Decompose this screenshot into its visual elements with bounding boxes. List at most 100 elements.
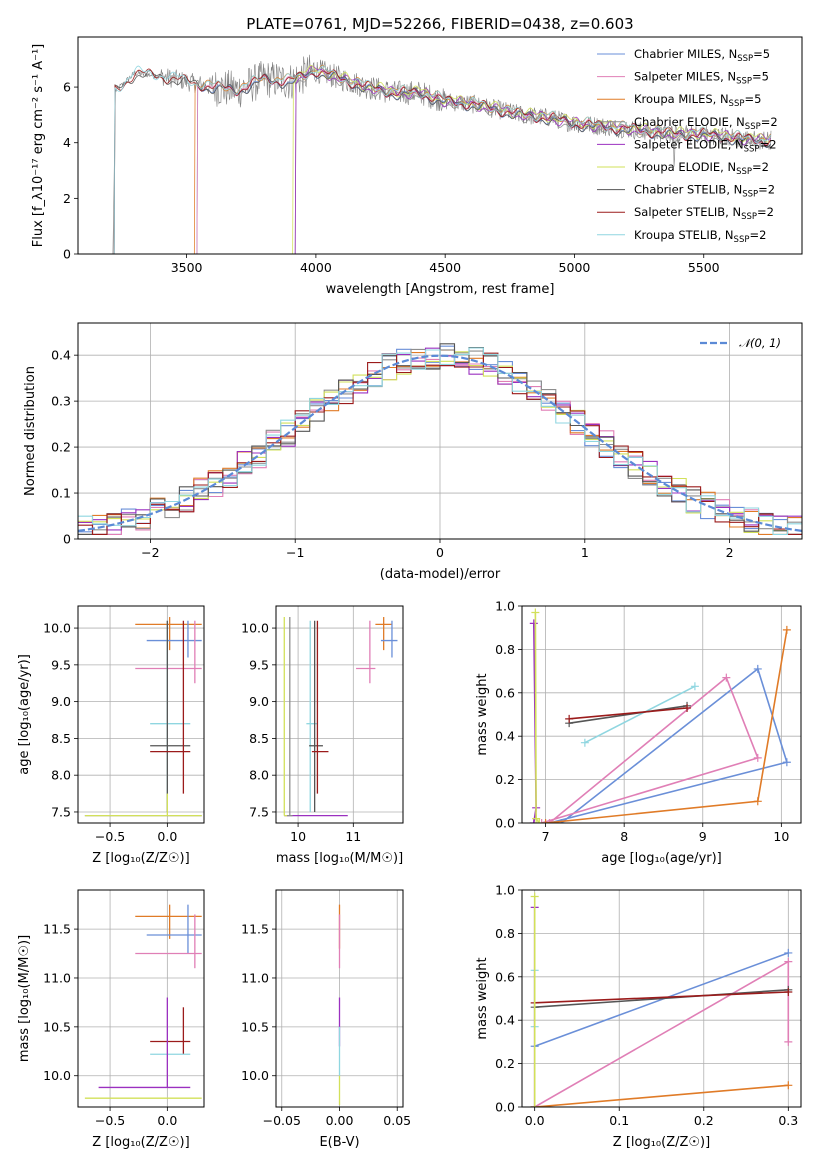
y-tick-label: 0.1	[51, 486, 71, 501]
weight-marker	[529, 819, 538, 823]
x-tick-label: 0	[436, 545, 444, 560]
spectrum-frame	[77, 36, 803, 255]
legend-entry: Chabrier MILES, NSSP=5	[634, 47, 770, 64]
weight-marker	[722, 673, 731, 682]
x-tick-label: 0.05	[383, 1113, 411, 1128]
weight-line-salpeter_miles	[541, 676, 759, 823]
legend-entry: Kroupa STELIB, NSSP=2	[634, 228, 766, 245]
y-tick-label: 9.5	[51, 657, 71, 672]
mass_vs_z-axes: −0.5 0.0 10.0 10.5 11.0 11.5 Z [log₁₀(Z/Z☉)] ma…	[17, 890, 204, 1150]
legend-entry: Salpeter ELODIE, NSSP=2	[634, 137, 777, 154]
y-axis-label: Normed distribution	[23, 366, 38, 496]
x-tick-label: 11	[345, 829, 361, 844]
y-tick-label: 0.2	[51, 440, 71, 455]
mass_vs_z-frame	[77, 889, 205, 1108]
y-tick-label: 1.0	[495, 599, 515, 614]
figure-title: PLATE=0761, MJD=52266, FIBERID=0438, z=0…	[246, 15, 633, 33]
point-chabrier_stelib	[309, 620, 323, 812]
weight-line-chabrier_miles	[534, 952, 789, 1047]
mass_vs_z-plot	[84, 904, 202, 1099]
point-salpeter_miles	[135, 620, 202, 684]
weight-marker	[782, 758, 791, 767]
y-tick-label: 0.2	[495, 772, 515, 787]
y-tick-label: 11.0	[241, 970, 269, 985]
x-tick-label: 7	[542, 829, 550, 844]
weight_vs_z-plot	[530, 892, 793, 1107]
x-tick-label: 0.0	[157, 829, 177, 844]
x-axis-label: wavelength [Angstrom, rest frame]	[326, 282, 555, 297]
model-spectrum-chabrier_stelib	[78, 69, 771, 254]
point-chabrier_miles	[146, 904, 202, 954]
x-axis-label: Z [log₁₀(Z/Z☉)]	[613, 1135, 710, 1150]
weight_vs_age-plot	[529, 608, 791, 823]
x-tick-label: 0.0	[157, 1113, 177, 1128]
x-tick-label: 0.0	[525, 1113, 545, 1128]
y-tick-label: 0.3	[51, 394, 71, 409]
weight-marker	[541, 819, 550, 823]
x-tick-label: 0.3	[778, 1113, 798, 1128]
age_vs_z-plot	[84, 617, 202, 817]
spectrum-plot	[78, 54, 772, 254]
residual-legend: 𝒩(0, 1)	[700, 336, 781, 350]
weight-marker	[784, 1037, 793, 1046]
weight-line-chabrier_stelib	[569, 705, 688, 724]
point-salpeter_stelib	[311, 620, 329, 794]
legend-entry: Salpeter STELIB, NSSP=2	[634, 205, 774, 222]
y-tick-label: 11.0	[43, 970, 71, 985]
age_vs_mass-plot	[283, 617, 398, 817]
y-axis-label: Flux [f_λ10⁻¹⁷ erg cm⁻² s⁻¹ A⁻¹]	[31, 44, 46, 248]
weight-marker	[565, 714, 574, 723]
age_vs_mass-axes: 10 11 7.5 8.0 8.5 9.0 9.5 10.0 mass [log₁₀(M/M☉)…	[241, 606, 403, 866]
weight-marker	[580, 738, 589, 747]
y-axis-label: age [log₁₀(age/yr)]	[17, 654, 32, 775]
weight-line-salpeter_stelib	[534, 991, 789, 1004]
weight-marker	[529, 619, 538, 628]
x-tick-label: 4000	[300, 260, 332, 275]
x-tick-label: 10	[290, 829, 306, 844]
y-tick-label: 9.0	[51, 694, 71, 709]
mass_vs_ebv-frame	[275, 889, 404, 1108]
y-tick-label: 0.0	[495, 1100, 515, 1115]
weight-marker	[545, 819, 554, 823]
y-tick-label: 8.5	[249, 731, 269, 746]
weight-marker	[683, 703, 692, 712]
y-tick-label: 2	[63, 191, 71, 206]
y-tick-label: 1.0	[495, 883, 515, 898]
legend-entry: Salpeter MILES, NSSP=5	[634, 70, 769, 87]
x-tick-label: 0.2	[694, 1113, 714, 1128]
model-spectrum-salpeter_elodie	[78, 65, 771, 254]
weight-marker	[784, 957, 793, 966]
x-axis-label: (data-model)/error	[380, 567, 501, 582]
weight_vs_z-frame	[521, 889, 802, 1108]
age_vs_z-axes: −0.5 0.0 7.5 8.0 8.5 9.0 9.5 10.0 Z [log₁₀(Z/Z☉)…	[17, 606, 204, 866]
x-tick-label: 0.00	[326, 1113, 354, 1128]
y-tick-label: 0.4	[495, 729, 515, 744]
model-spectrum-salpeter_stelib	[78, 68, 771, 254]
gaussian-curve	[78, 354, 802, 532]
y-tick-label: 9.5	[249, 657, 269, 672]
x-tick-label: −1	[286, 545, 304, 560]
x-tick-label: 1	[581, 545, 589, 560]
y-tick-label: 11.5	[43, 922, 71, 937]
weight-marker	[532, 814, 541, 823]
point-salpeter_elodie	[98, 997, 191, 1089]
weight-marker	[530, 1103, 539, 1107]
point-chabrier_miles	[380, 620, 398, 658]
point-salpeter_stelib	[150, 620, 191, 794]
residual-hist-salpeter_stelib	[78, 352, 802, 535]
y-axis-label: mass [log₁₀(M/M☉)]	[17, 935, 32, 1062]
x-tick-label: 8	[620, 829, 628, 844]
weight-marker	[782, 625, 791, 634]
residuals-frame	[77, 322, 803, 540]
residual-hist-chabrier_stelib	[78, 343, 802, 535]
weight-marker	[753, 797, 762, 806]
weight-marker	[753, 753, 762, 762]
y-tick-label: 0.6	[495, 685, 515, 700]
y-axis-label: mass weight	[475, 957, 490, 1039]
legend-entry: Chabrier STELIB, NSSP=2	[634, 183, 775, 200]
point-salpeter_stelib	[150, 1007, 191, 1055]
weight-marker	[530, 892, 539, 901]
y-tick-label: 0.2	[495, 1056, 515, 1071]
weight-marker	[784, 1081, 793, 1090]
